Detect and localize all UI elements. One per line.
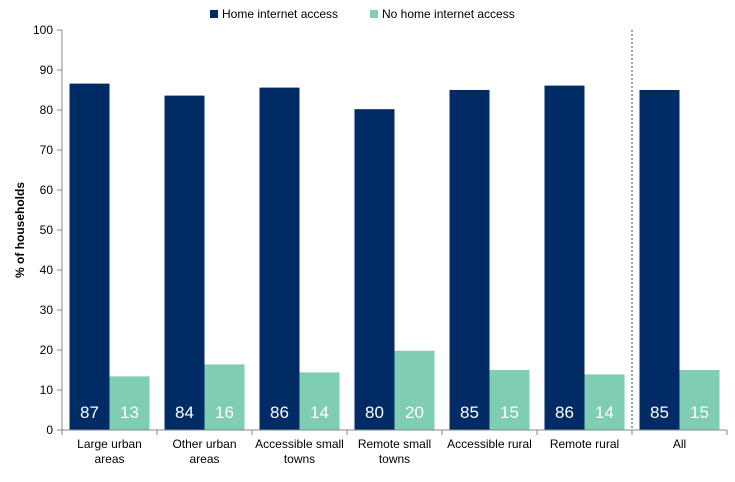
data-label: 87 [80,403,99,422]
y-tick-label: 90 [40,63,54,77]
legend: Home internet access No home internet acc… [210,7,515,21]
data-label: 86 [270,403,289,422]
data-label: 15 [500,403,519,422]
category-label: Accessible small [255,437,344,451]
y-tick-label: 80 [40,103,54,117]
legend-swatch [370,10,378,18]
data-label: 16 [215,403,234,422]
category-label: towns [379,452,410,466]
y-axis: 0 10 20 30 40 50 60 70 80 90 100 [33,23,63,437]
y-tick-label: 40 [40,263,54,277]
bar-no-home-internet [109,376,150,430]
bar-home-internet [69,83,110,430]
category-label: areas [189,452,219,466]
data-label: 15 [690,403,709,422]
data-label: 85 [460,403,479,422]
bar-home-internet [449,90,490,430]
bar-home-internet [164,95,205,430]
y-tick-label: 60 [40,183,54,197]
bars: 87 13 84 16 86 14 80 20 85 15 86 14 85 15 [69,83,720,430]
data-label: 85 [650,403,669,422]
category-label: Large urban [77,437,142,451]
bar-home-internet [259,87,300,430]
legend-label: No home internet access [382,7,515,21]
y-tick-label: 0 [46,423,53,437]
category-label: Remote rural [550,437,619,451]
bar-no-home-internet [204,364,245,430]
y-tick-label: 20 [40,343,54,357]
y-tick-label: 10 [40,383,54,397]
data-label: 80 [365,403,384,422]
bar-home-internet [639,90,680,430]
bar-home-internet [544,85,585,430]
y-tick-label: 70 [40,143,54,157]
y-tick-label: 50 [40,223,54,237]
bar-no-home-internet [679,370,720,430]
data-label: 84 [175,403,194,422]
category-label: Remote small [358,437,431,451]
y-axis-label: % of households [13,182,27,278]
data-label: 13 [120,403,139,422]
data-label: 86 [555,403,574,422]
legend-swatch [210,10,218,18]
bar-no-home-internet [584,374,625,430]
data-label: 14 [310,403,329,422]
bar-no-home-internet [299,372,340,430]
category-label: Other urban [172,437,236,451]
category-label: Accessible rural [447,437,532,451]
bar-no-home-internet [489,370,530,430]
bar-no-home-internet [394,350,435,430]
data-label: 20 [405,403,424,422]
y-tick-label: 30 [40,303,54,317]
bar-home-internet [354,109,395,430]
data-label: 14 [595,403,614,422]
category-label: All [673,437,686,451]
legend-label: Home internet access [222,7,338,21]
category-label: towns [284,452,315,466]
category-label: areas [94,452,124,466]
y-tick-label: 100 [33,23,53,37]
